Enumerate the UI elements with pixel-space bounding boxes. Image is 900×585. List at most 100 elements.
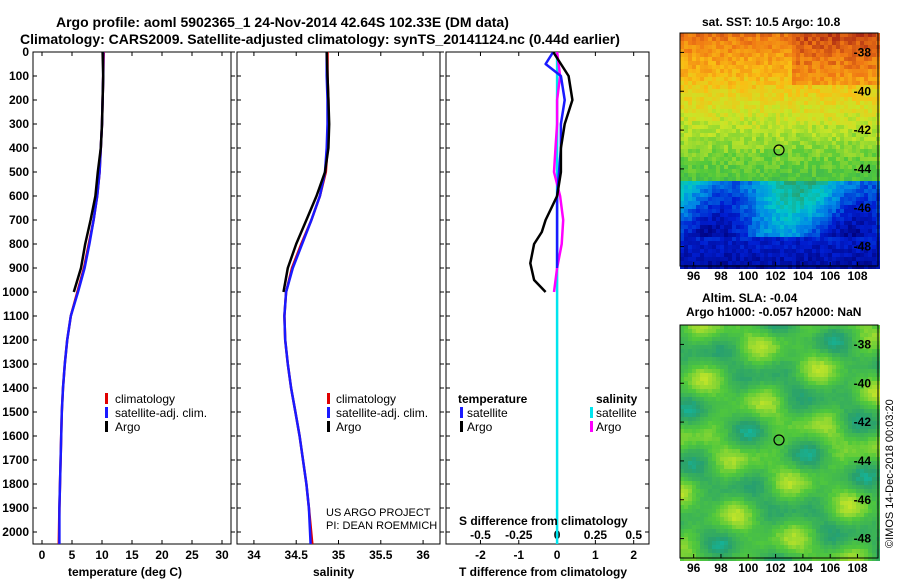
sla-cell bbox=[868, 369, 872, 373]
sst-cell bbox=[816, 193, 820, 197]
sst-cell bbox=[824, 97, 828, 101]
sla-cell bbox=[784, 325, 788, 329]
sst-cell bbox=[728, 197, 732, 201]
sst-cell bbox=[728, 45, 732, 49]
sla-cell bbox=[832, 449, 836, 453]
sst-cell bbox=[744, 157, 748, 161]
sst-cell bbox=[808, 193, 812, 197]
sla-cell bbox=[696, 405, 700, 409]
sla-cell bbox=[816, 413, 820, 417]
sla-cell bbox=[760, 393, 764, 397]
sla-cell bbox=[860, 357, 864, 361]
sst-cell bbox=[716, 93, 720, 97]
sla-cell bbox=[684, 361, 688, 365]
sla-cell bbox=[696, 365, 700, 369]
sla-cell bbox=[844, 361, 848, 365]
sla-cell bbox=[716, 353, 720, 357]
sst-cell bbox=[804, 145, 808, 149]
sla-cell bbox=[764, 353, 768, 357]
sla-cell bbox=[712, 393, 716, 397]
sst-cell bbox=[832, 93, 836, 97]
sla-cell bbox=[816, 385, 820, 389]
sst-cell bbox=[872, 241, 876, 245]
sst-cell bbox=[700, 185, 704, 189]
sst-cell bbox=[868, 229, 872, 233]
sla-cell bbox=[792, 377, 796, 381]
sla-cell bbox=[688, 369, 692, 373]
sst-cell bbox=[848, 225, 852, 229]
sla-cell bbox=[700, 373, 704, 377]
sla-cell bbox=[700, 433, 704, 437]
sst-cell bbox=[828, 117, 832, 121]
sla-cell bbox=[828, 441, 832, 445]
sst-cell bbox=[780, 201, 784, 205]
sst-cell bbox=[696, 73, 700, 77]
sst-cell bbox=[700, 49, 704, 53]
sla-cell bbox=[796, 369, 800, 373]
sst-cell bbox=[804, 173, 808, 177]
sla-cell bbox=[704, 389, 708, 393]
sst-cell bbox=[760, 161, 764, 165]
sst-cell bbox=[700, 173, 704, 177]
sla-cell bbox=[872, 461, 876, 465]
sst-cell bbox=[772, 93, 776, 97]
sst-cell bbox=[820, 145, 824, 149]
sst-cell bbox=[872, 249, 876, 253]
sst-cell bbox=[724, 197, 728, 201]
sla-cell bbox=[784, 437, 788, 441]
sla-cell bbox=[700, 325, 704, 329]
sla-cell bbox=[736, 377, 740, 381]
sla-cell bbox=[780, 453, 784, 457]
sst-cell bbox=[720, 73, 724, 77]
sst-cell bbox=[864, 177, 868, 181]
sst-cell bbox=[796, 77, 800, 81]
s-difference-label: S difference from climatology bbox=[459, 514, 628, 528]
sst-cell bbox=[724, 261, 728, 265]
sst-cell bbox=[756, 261, 760, 265]
sst-cell bbox=[800, 73, 804, 77]
sla-cell bbox=[728, 365, 732, 369]
sst-cell bbox=[776, 217, 780, 221]
sst-cell bbox=[804, 133, 808, 137]
sla-cell bbox=[728, 325, 732, 329]
sst-cell bbox=[708, 69, 712, 73]
sst-cell bbox=[732, 57, 736, 61]
sla-cell bbox=[748, 409, 752, 413]
sla-cell bbox=[868, 405, 872, 409]
sla-cell bbox=[732, 369, 736, 373]
sla-cell bbox=[864, 393, 868, 397]
sla-cell bbox=[692, 417, 696, 421]
sla-cell bbox=[776, 377, 780, 381]
sla-cell bbox=[796, 413, 800, 417]
sst-cell bbox=[704, 49, 708, 53]
sst-cell bbox=[752, 225, 756, 229]
sst-cell bbox=[800, 249, 804, 253]
sla-cell bbox=[720, 385, 724, 389]
sla-cell bbox=[768, 385, 772, 389]
sst-cell bbox=[836, 45, 840, 49]
sla-cell bbox=[840, 329, 844, 333]
sst-cell bbox=[700, 89, 704, 93]
sst-cell bbox=[692, 41, 696, 45]
sst-cell bbox=[772, 249, 776, 253]
sla-cell bbox=[872, 325, 876, 329]
sla-cell bbox=[824, 437, 828, 441]
sst-cell bbox=[784, 41, 788, 45]
sla-cell bbox=[696, 441, 700, 445]
sla-cell bbox=[708, 353, 712, 357]
sla-cell bbox=[680, 461, 684, 465]
sst-cell bbox=[792, 61, 796, 65]
sst-cell bbox=[800, 165, 804, 169]
sla-cell bbox=[828, 377, 832, 381]
sst-cell bbox=[724, 181, 728, 185]
sst-cell bbox=[832, 249, 836, 253]
sst-cell bbox=[760, 105, 764, 109]
sst-cell bbox=[728, 221, 732, 225]
sst-cell bbox=[792, 229, 796, 233]
sst-cell bbox=[716, 169, 720, 173]
sst-cell bbox=[860, 73, 864, 77]
sla-cell bbox=[712, 465, 716, 469]
sst-cell bbox=[872, 153, 876, 157]
sst-cell bbox=[800, 93, 804, 97]
sst-cell bbox=[680, 169, 684, 173]
